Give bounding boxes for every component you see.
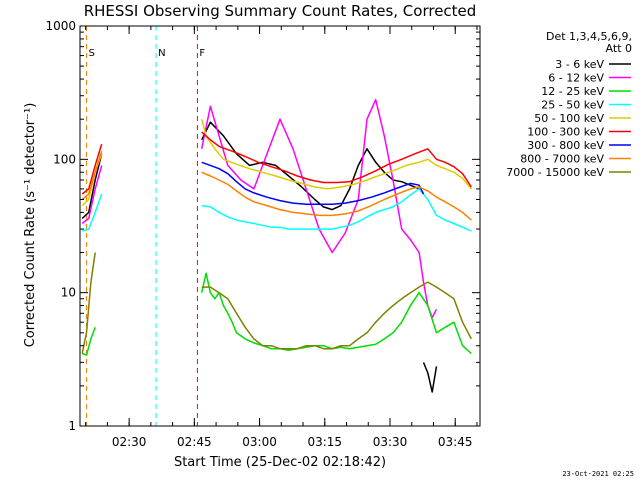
legend-label-8: 7000 - 15000 keV bbox=[506, 166, 604, 179]
legend-header-line-1: Det 1,3,4,5,6,9, bbox=[546, 30, 632, 43]
legend-label-6: 300 - 800 keV bbox=[527, 139, 604, 152]
series-line-0-2 bbox=[422, 362, 438, 393]
legend-header-line-2: Att 0 bbox=[606, 42, 632, 55]
x-tick-label-3: 03:15 bbox=[307, 435, 342, 449]
plot-frame bbox=[79, 25, 481, 427]
series-line-0-0 bbox=[81, 153, 103, 220]
footer-date: 23-Oct-2021 02:25 bbox=[562, 470, 634, 478]
series-line-3-1 bbox=[201, 188, 472, 232]
series-line-2-0 bbox=[81, 327, 96, 356]
series-line-0-1 bbox=[201, 121, 420, 211]
series-line-7-1 bbox=[201, 171, 472, 221]
x-tick-label-1: 02:45 bbox=[177, 435, 212, 449]
series-line-2-1 bbox=[200, 272, 472, 355]
series-line-4-1 bbox=[200, 119, 472, 190]
marker-label-n: N bbox=[158, 48, 165, 59]
x-tick-label-4: 03:30 bbox=[373, 435, 408, 449]
x-tick-label-5: 03:45 bbox=[438, 435, 473, 449]
marker-label-f: F bbox=[199, 48, 205, 59]
y-tick-label-10: 10 bbox=[61, 286, 76, 300]
series-line-8-0 bbox=[81, 252, 96, 354]
series-line-5-0 bbox=[81, 143, 103, 195]
axes: 1 10 100 1000 02:30 02:45 03:00 03:15 03:30 03:45 bbox=[45, 19, 480, 449]
series-line-1-1 bbox=[200, 98, 438, 319]
legend-label-5: 100 - 300 keV bbox=[527, 126, 604, 139]
y-tick-label-1000: 1000 bbox=[45, 19, 76, 33]
legend-label-0: 3 - 6 keV bbox=[555, 58, 604, 71]
legend-label-7: 800 - 7000 keV bbox=[520, 153, 604, 166]
legend-label-2: 12 - 25 keV bbox=[541, 85, 604, 98]
series-line-5-1 bbox=[201, 131, 472, 188]
x-axis-label: Start Time (25-Dec-02 02:18:42) bbox=[174, 455, 386, 470]
y-axis-label: Corrected Count Rate (s⁻¹ detector⁻¹) bbox=[23, 103, 38, 348]
x-tick-label-0: 02:30 bbox=[112, 435, 147, 449]
y-tick-label-1: 1 bbox=[68, 419, 76, 433]
legend-label-4: 50 - 100 keV bbox=[534, 112, 604, 125]
series-line-1-0 bbox=[81, 165, 103, 225]
chart-title: RHESSI Observing Summary Count Rates, Co… bbox=[84, 2, 477, 20]
series-line-8-1 bbox=[201, 281, 472, 350]
series-line-7-0 bbox=[81, 150, 103, 201]
legend-label-1: 6 - 12 keV bbox=[548, 72, 604, 85]
series-line-3-0 bbox=[81, 193, 103, 232]
marker-label-s: S bbox=[89, 48, 95, 59]
series-line-6-0 bbox=[201, 161, 425, 206]
y-tick-label-100: 100 bbox=[53, 152, 76, 166]
legend-label-3: 25 - 50 keV bbox=[541, 99, 604, 112]
x-tick-label-2: 03:00 bbox=[242, 435, 277, 449]
